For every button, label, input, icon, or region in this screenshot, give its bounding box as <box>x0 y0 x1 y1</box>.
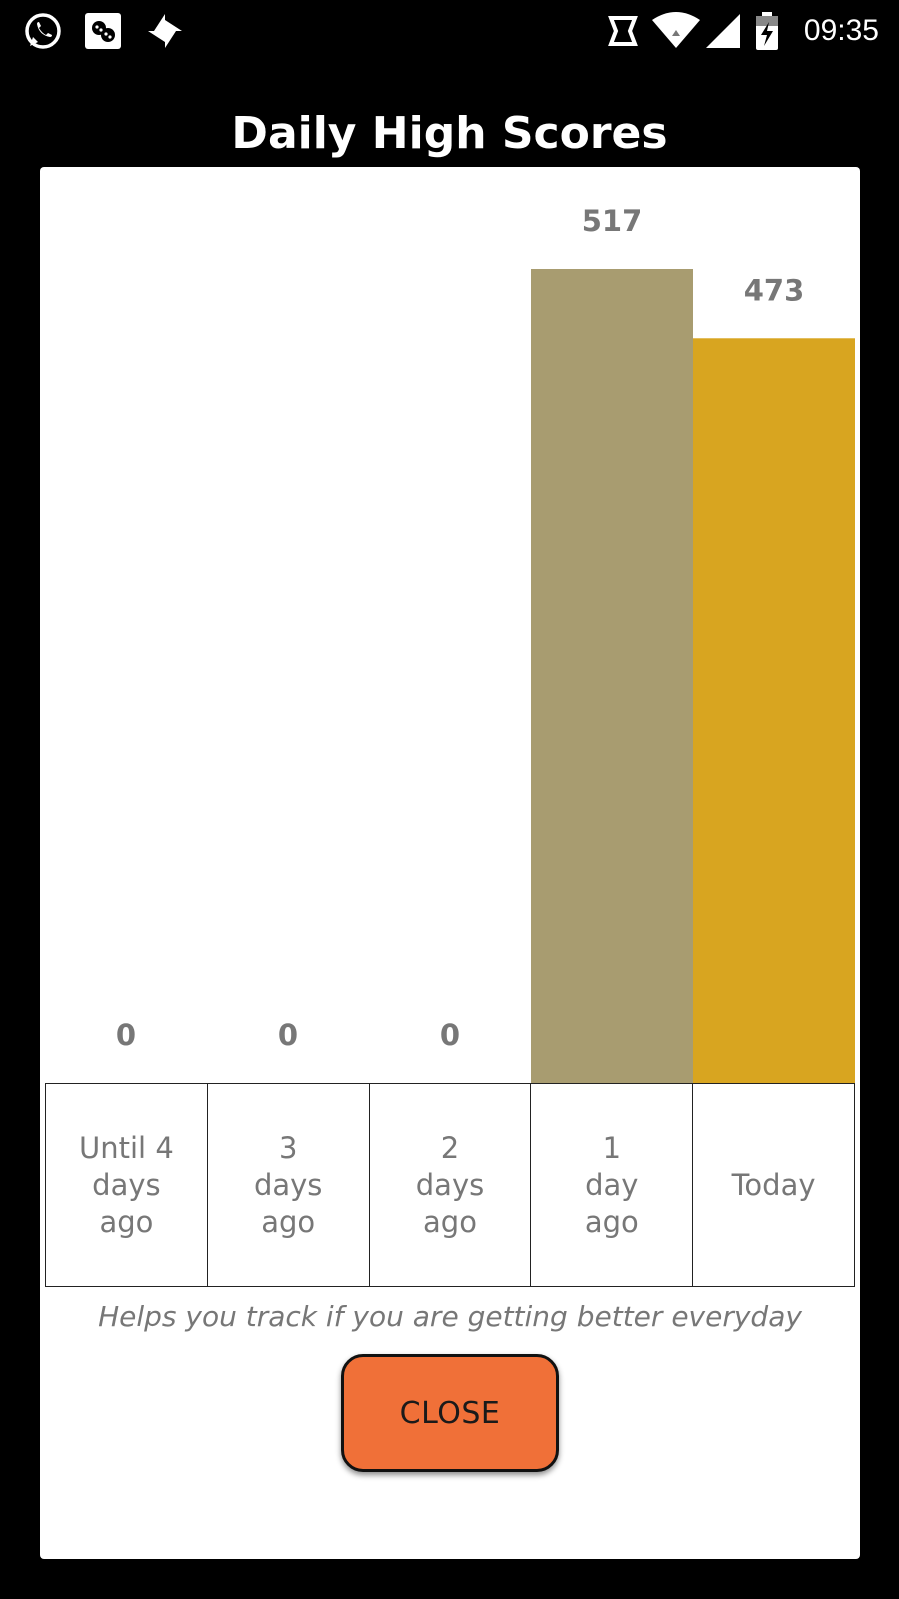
signal-icon <box>706 14 740 48</box>
dialog-title: Daily High Scores <box>231 108 668 159</box>
status-bar: 09:35 <box>0 0 899 64</box>
category-label-1: 3 days ago <box>208 1084 370 1286</box>
game-app-icon <box>85 13 121 49</box>
category-label-4: Today <box>731 1167 816 1202</box>
clock: 09:35 <box>803 14 879 47</box>
bar-value-label-0: 0 <box>116 1018 136 1052</box>
category-label-3: 1 day ago <box>531 1084 694 1286</box>
category-axis: Until 4 days ago 3 days ago 2 days ago 1 da… <box>45 1083 855 1287</box>
data-transfer-icon <box>608 16 638 46</box>
bar-value-label-2: 0 <box>440 1018 460 1052</box>
pinwheel-icon <box>148 14 182 48</box>
whatsapp-icon <box>25 13 61 49</box>
bar-4 <box>693 338 855 1083</box>
category-label-0: Until 4 days ago <box>46 1084 208 1286</box>
close-button[interactable]: CLOSE <box>341 1354 559 1472</box>
battery-charging-icon <box>756 12 778 50</box>
wifi-icon <box>652 12 700 48</box>
bar-value-label-3: 517 <box>582 204 643 238</box>
category-label-2: 2 days ago <box>370 1084 532 1286</box>
chart-caption: Helps you track if you are getting bette… <box>98 1300 802 1333</box>
bar-value-label-1: 0 <box>278 1018 298 1052</box>
bar-3 <box>531 269 693 1083</box>
bar-value-label-4: 473 <box>744 273 805 307</box>
